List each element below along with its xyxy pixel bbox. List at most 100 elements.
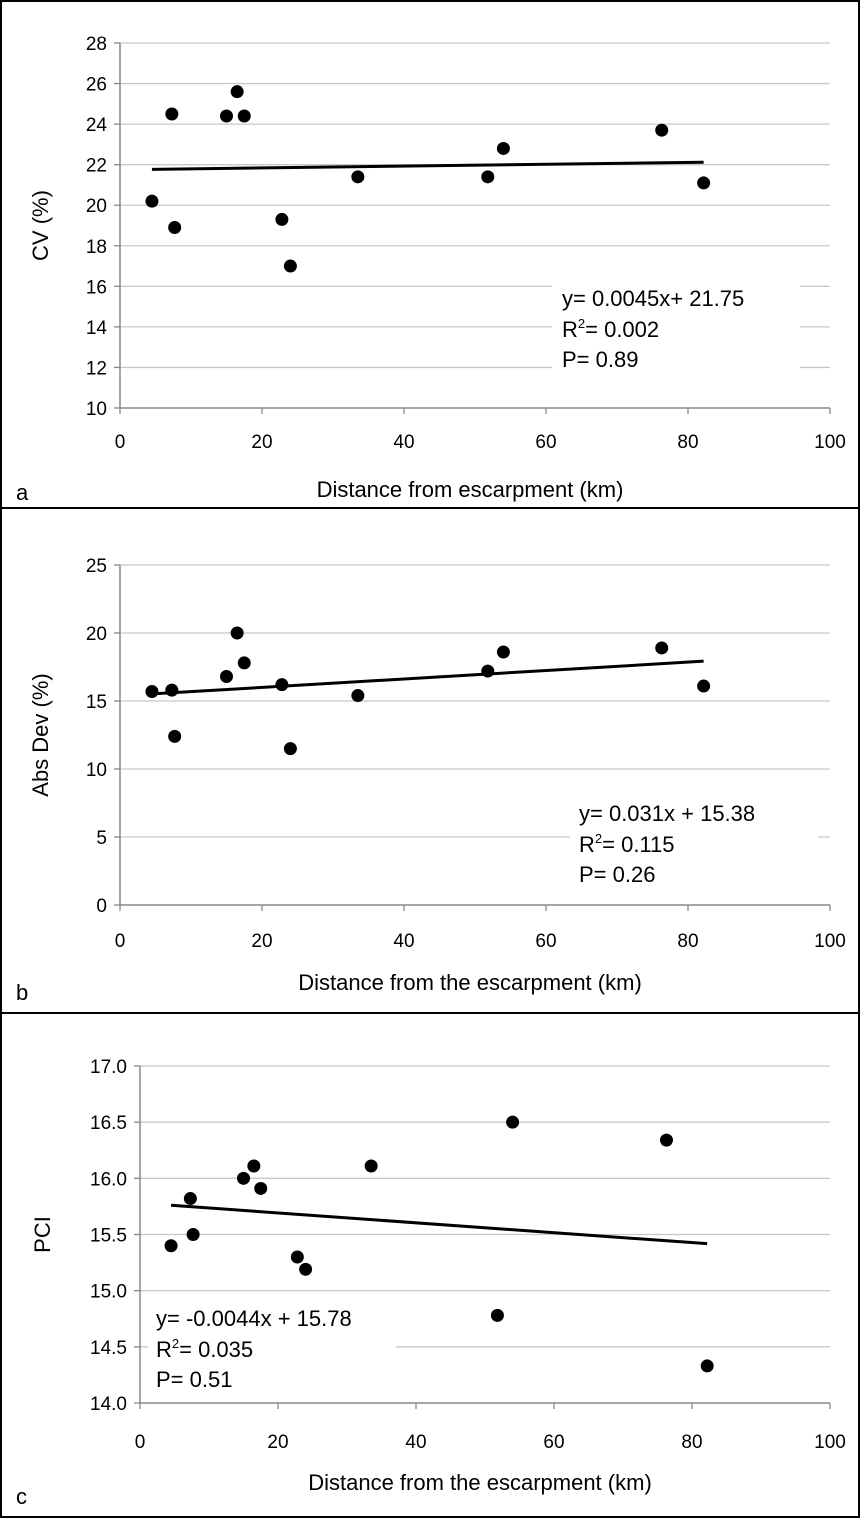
x-tick-label: 0 (135, 1432, 146, 1453)
panel-c: 14.0 14.5 15.0 15.5 16.0 16.5 17.0 0 20 40 60 80 10… (16, 1057, 846, 1509)
trendline (151, 659, 704, 696)
x-tick-label: 60 (543, 1432, 564, 1453)
data-point (237, 1171, 250, 1185)
x-tick-label: 40 (393, 931, 414, 952)
r-squared-value: = 0.115 (602, 832, 674, 857)
regression-equation: y= 0.031x + 15.38 (579, 801, 755, 826)
trendline (170, 1203, 708, 1246)
x-tick-label: 40 (393, 432, 414, 453)
y-tick-label: 5 (96, 828, 107, 849)
data-point (496, 645, 510, 659)
panel-letter: a (16, 480, 29, 505)
r-squared-text: R2= 0.035 (156, 1336, 253, 1362)
x-tick-label: 60 (535, 432, 556, 453)
y-tick-label: 25 (86, 556, 107, 577)
data-point (655, 641, 669, 655)
data-point (283, 259, 297, 273)
regression-equation: y= 0.0045x+ 21.75 (562, 286, 744, 311)
data-point (220, 670, 233, 684)
y-tick-label: 20 (86, 624, 107, 645)
data-point (290, 1250, 304, 1264)
data-point (283, 742, 297, 756)
r-squared-value: = 0.035 (179, 1337, 253, 1362)
data-point (700, 1359, 714, 1373)
r-squared-symbol: R (579, 832, 595, 857)
x-tick-label: 60 (535, 931, 556, 952)
data-point (481, 170, 495, 184)
data-point (237, 656, 251, 670)
x-tick-label: 100 (814, 432, 846, 453)
r-squared-text: R2= 0.115 (579, 831, 675, 857)
data-point (145, 194, 159, 208)
x-tick-label: 20 (251, 432, 272, 453)
data-point (655, 123, 669, 137)
data-point (496, 141, 510, 155)
panel-a-frame (0, 0, 860, 509)
data-point (145, 684, 159, 698)
data-point (351, 170, 365, 184)
y-tick-label: 16.5 (90, 1113, 127, 1134)
y-tick-label: 16.0 (90, 1169, 127, 1190)
x-axis-label: Distance from the escarpment (km) (308, 1470, 652, 1495)
data-point (275, 212, 289, 226)
data-point (165, 683, 179, 697)
y-tick-label: 14.0 (90, 1394, 127, 1415)
x-tick-label: 80 (677, 931, 698, 952)
data-point (220, 109, 233, 123)
data-point (275, 678, 289, 692)
r-squared-symbol: R (562, 317, 578, 342)
annotation-background (148, 1304, 396, 1396)
x-tick-label: 80 (681, 1432, 702, 1453)
x-tick-label: 100 (814, 1432, 846, 1453)
y-tick-label: 18 (86, 237, 107, 258)
panel-a: 10 12 14 16 18 20 22 24 26 28 0 20 40 60 80 100 y= 0.0… (16, 34, 846, 505)
r-squared-superscript: 2 (578, 316, 585, 331)
x-tick-label: 0 (115, 432, 126, 453)
y-tick-label: 24 (86, 115, 108, 136)
x-tick-label: 20 (251, 931, 272, 952)
y-tick-label: 15 (86, 692, 107, 713)
x-tick-label: 100 (814, 931, 846, 952)
y-tick-label: 14.5 (90, 1338, 127, 1359)
y-tick-label: 0 (96, 896, 107, 917)
x-tick-label: 20 (267, 1432, 288, 1453)
x-axis-label: Distance from the escarpment (km) (298, 970, 642, 995)
regression-equation: y= -0.0044x + 15.78 (156, 1306, 352, 1331)
r-squared-text: R2= 0.002 (562, 316, 659, 342)
y-tick-label: 22 (86, 156, 107, 177)
p-value-text: P= 0.51 (156, 1367, 232, 1392)
x-tick-label: 40 (405, 1432, 426, 1453)
data-point (299, 1262, 313, 1276)
r-squared-superscript: 2 (172, 1336, 179, 1351)
x-tick-label: 0 (115, 931, 126, 952)
p-value-text: P= 0.26 (579, 862, 655, 887)
trendline (151, 160, 704, 171)
panel-letter: b (16, 980, 28, 1005)
y-tick-label: 28 (86, 34, 107, 55)
y-axis-label: Abs Dev (%) (28, 673, 53, 796)
data-point (230, 626, 244, 640)
x-axis-label: Distance from escarpment (km) (317, 477, 624, 502)
data-point (183, 1192, 197, 1206)
data-point (490, 1308, 504, 1322)
y-axis-label: PCI (30, 1216, 55, 1253)
r-squared-symbol: R (156, 1337, 172, 1362)
data-point (164, 1239, 178, 1253)
data-point (247, 1159, 261, 1173)
y-tick-label: 12 (86, 358, 107, 379)
y-tick-label: 10 (86, 399, 107, 420)
y-axis-label: CV (%) (28, 190, 53, 261)
data-point (168, 729, 182, 743)
data-point (168, 221, 182, 235)
data-point (481, 664, 495, 678)
data-point (697, 176, 711, 190)
y-tick-label: 14 (86, 318, 108, 339)
r-squared-superscript: 2 (595, 831, 602, 846)
panel-c-frame (0, 1012, 860, 1518)
data-point (165, 107, 179, 121)
data-point (697, 679, 711, 693)
data-point (186, 1228, 200, 1241)
data-point (237, 109, 251, 123)
y-tick-label: 16 (86, 277, 107, 298)
